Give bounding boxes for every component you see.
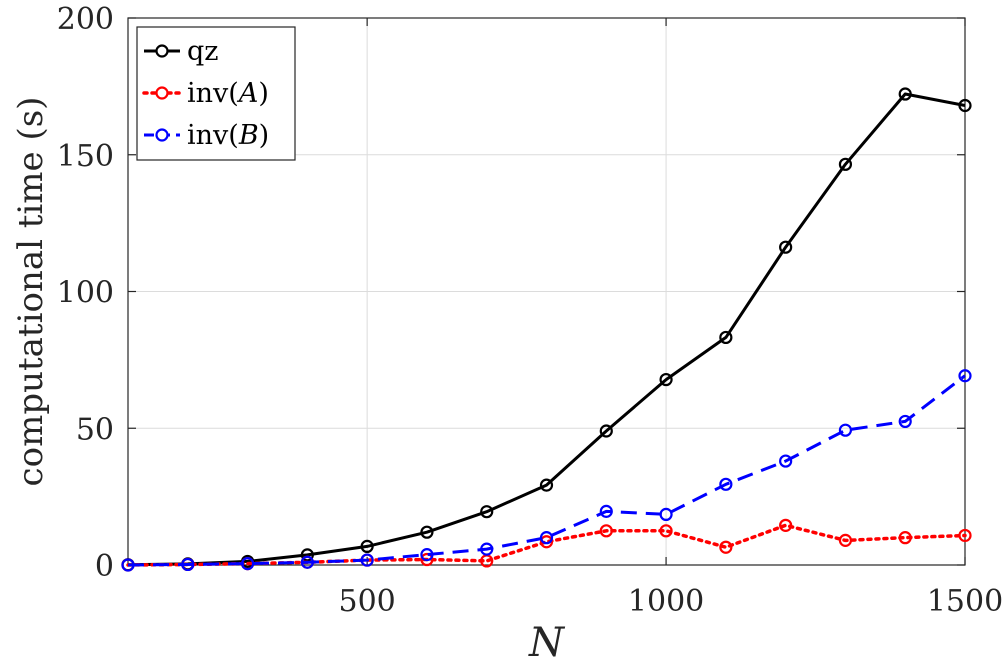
series-line [127,374,966,567]
legend-label-part: inv( [187,120,239,151]
data-point [958,528,972,543]
legend-label: inv(B) [187,120,269,151]
legend-label-part: inv( [187,78,239,109]
legend-entry: inv(B) [144,120,269,151]
legend-entry: inv(A) [142,78,269,109]
data-point [898,87,912,101]
data-point [599,424,613,438]
series-line [127,92,966,567]
series-2 [121,518,972,572]
data-point [958,369,972,383]
data-point [240,557,255,571]
data-point [420,525,434,539]
data-point [420,552,434,567]
data-point [719,540,733,554]
data-point [360,539,374,554]
data-point [719,477,733,491]
series-3 [121,369,972,572]
data-point [360,553,374,567]
data-point [420,548,434,562]
legend-entry: qz [144,36,219,67]
data-point [779,454,793,468]
data-point [719,330,733,345]
legend-label: qz [187,36,219,67]
data-point [838,533,853,547]
data-point [480,542,494,556]
legend-swatch-marker [155,86,169,100]
legend-label-part: B [238,120,259,151]
legend-swatch-marker [155,128,169,142]
y-axis-label: computational time (s) [11,97,51,487]
legend-label-part: ) [258,78,269,109]
data-point [181,557,195,572]
y-tick-label: 150 [57,139,114,174]
x-axis-label: N [528,620,566,665]
y-tick-label: 200 [57,2,114,37]
legend-swatch-marker [155,44,169,58]
data-point [958,98,972,113]
legend-label: inv(A) [187,78,269,109]
data-point [539,531,554,545]
data-point [121,558,135,572]
ticks: 500 1000 1500 0 50 100 150 200 [57,2,1003,619]
data-point [659,507,673,522]
data-point [300,555,314,569]
data-point [599,504,613,518]
y-tick-label: 0 [95,549,114,584]
data-point [659,524,673,538]
data-point [539,478,554,492]
data-point [779,518,793,532]
data-point [898,414,912,429]
data-point [838,423,853,437]
data-point [779,240,793,254]
x-tick-label: 500 [339,584,396,619]
legend-label-part: A [236,78,259,109]
data-point [898,531,912,545]
data-point [659,372,673,387]
series-1 [121,87,972,572]
data-point [599,524,613,538]
data-point [539,535,554,549]
y-tick-label: 100 [57,276,114,311]
x-tick-label: 1000 [628,584,704,619]
x-tick-label: 1500 [927,584,1003,619]
legend-label-part: ) [259,120,270,151]
data-point [838,157,853,171]
data-point [480,505,494,519]
series-layer [121,87,972,572]
data-point [300,548,314,562]
y-tick-label: 50 [76,412,114,447]
